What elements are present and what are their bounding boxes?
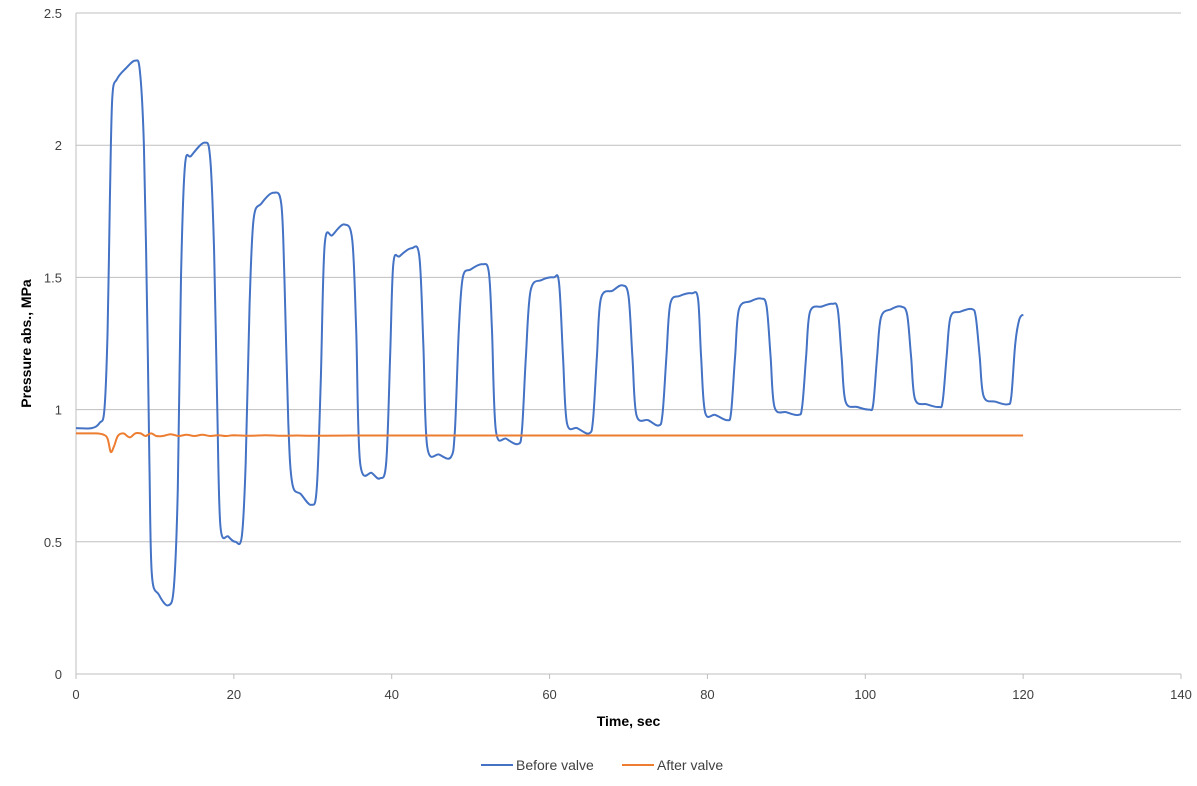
series-line-before-valve <box>75 59 1024 607</box>
x-tick-label: 100 <box>854 687 876 702</box>
x-tick-label: 60 <box>542 687 556 702</box>
x-tick-label: 140 <box>1170 687 1192 702</box>
gridlines <box>76 12 1181 543</box>
x-tick-label: 120 <box>1012 687 1034 702</box>
y-tick-label: 2.5 <box>44 6 62 21</box>
series-lines <box>75 59 1024 607</box>
axes <box>75 13 1182 679</box>
x-tick-label: 20 <box>227 687 241 702</box>
y-tick-label: 1.5 <box>44 270 62 285</box>
y-tick-label: 1 <box>55 403 62 418</box>
x-tick-label: 40 <box>384 687 398 702</box>
y-tick-label: 0 <box>55 667 62 682</box>
y-tick-label: 0.5 <box>44 535 62 550</box>
legend-label-before-valve: Before valve <box>516 757 594 773</box>
series-line-after-valve <box>75 431 1024 454</box>
x-tick-label: 0 <box>72 687 79 702</box>
x-axis-title: Time, sec <box>597 713 661 729</box>
y-tick-label: 2 <box>55 138 62 153</box>
tick-labels: 0 0.5 1 1.5 2 2.5 0 20 40 60 80 100 120 140 <box>44 6 1192 702</box>
y-axis-title: Pressure abs., MPa <box>18 279 34 408</box>
legend: Before valve After valve <box>481 757 723 773</box>
legend-label-after-valve: After valve <box>657 757 723 773</box>
x-tick-label: 80 <box>700 687 714 702</box>
